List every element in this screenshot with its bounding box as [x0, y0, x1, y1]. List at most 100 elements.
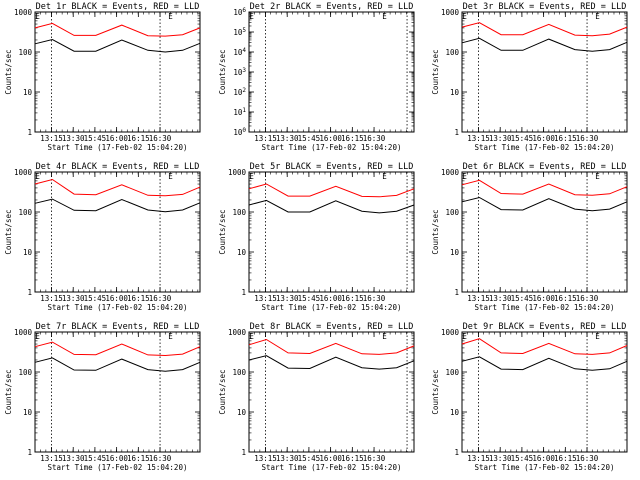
x-tick-label: 16:00 — [532, 294, 555, 303]
series-lld — [461, 179, 628, 196]
series-events — [461, 37, 628, 52]
e-flag: E — [462, 172, 467, 181]
e-flag: E — [382, 332, 387, 341]
x-tick-label: 15:45 — [84, 134, 107, 143]
e-flag: E — [462, 12, 467, 21]
x-tick-label: 16:15 — [127, 454, 150, 463]
y-tick-label: 1 — [27, 448, 32, 457]
y-tick-label: 1 — [27, 288, 32, 297]
y-tick-label: 1 — [454, 128, 459, 137]
y-axis-label: Counts/sec — [218, 369, 227, 414]
x-axis-label: Start Time (17-Feb-02 15:04:20) — [48, 143, 188, 152]
series-lld — [34, 341, 201, 357]
panel-det-6: Det 6r BLACK = Events, RED = LLD 1 10 100 10… — [431, 162, 628, 312]
e-flag: E — [249, 12, 254, 21]
x-tick-label: 13:30 — [62, 134, 85, 143]
plot-frame — [461, 11, 628, 133]
x-tick-label: 16:30 — [576, 454, 599, 463]
y-axis-label: Counts/sec — [4, 49, 13, 94]
series-events — [461, 356, 628, 371]
y-tick-label: 10 — [23, 248, 33, 257]
e-flag: E — [168, 12, 173, 21]
y-tick-label: 100 — [445, 48, 459, 57]
e-flag: E — [595, 332, 600, 341]
x-tick-label: 16:30 — [149, 134, 172, 143]
y-tick-label: 100 — [18, 208, 32, 217]
x-tick-label: 16:30 — [576, 134, 599, 143]
x-tick-label: 15:45 — [511, 134, 534, 143]
x-tick-label: 16:15 — [127, 294, 150, 303]
x-tick-label: 16:30 — [576, 294, 599, 303]
x-tick-label: 16:00 — [532, 134, 555, 143]
y-tick-label: 100 — [232, 368, 246, 377]
x-axis-label: Start Time (17-Feb-02 15:04:20) — [475, 303, 615, 312]
panel-title: Det 7r BLACK = Events, RED = LLD — [36, 322, 200, 332]
series-lld — [34, 178, 201, 197]
y-axis-label: Counts/sec — [218, 209, 227, 254]
x-tick-label: 16:15 — [341, 454, 364, 463]
series-lld — [248, 338, 415, 355]
y-tick-label: 1000 — [14, 168, 33, 177]
y-tick-label: 1 — [454, 448, 459, 457]
x-tick-label: 16:15 — [554, 294, 577, 303]
x-tick-label: 16:00 — [532, 454, 555, 463]
x-tick-label: 16:00 — [319, 454, 342, 463]
plot-frame — [461, 171, 628, 293]
series-events — [248, 199, 415, 214]
y-tick-label: 1000 — [441, 8, 460, 17]
y-tick-label: 100 — [18, 48, 32, 57]
e-flag: E — [249, 172, 254, 181]
y-axis-label: Counts/sec — [4, 209, 13, 254]
y-axis-label: Counts/sec — [218, 49, 227, 94]
plot-frame — [34, 331, 201, 453]
e-flag: E — [382, 12, 387, 21]
e-flag: E — [382, 172, 387, 181]
x-tick-label: 15:45 — [298, 134, 321, 143]
x-tick-label: 13:30 — [489, 454, 512, 463]
y-tick-label: 10 — [23, 408, 33, 417]
plot-frame — [34, 11, 201, 133]
x-tick-label: 13:30 — [489, 294, 512, 303]
y-tick-label: 102 — [233, 87, 246, 97]
panel-title: Det 4r BLACK = Events, RED = LLD — [36, 162, 200, 172]
x-tick-label: 13:15 — [254, 134, 277, 143]
series-events — [248, 355, 415, 370]
e-flag: E — [35, 172, 40, 181]
series-events — [34, 198, 201, 213]
series-lld — [461, 22, 628, 37]
x-tick-label: 16:30 — [149, 294, 172, 303]
x-tick-label: 13:15 — [254, 454, 277, 463]
y-tick-label: 1 — [241, 448, 246, 457]
x-axis-label: Start Time (17-Feb-02 15:04:20) — [475, 463, 615, 472]
panel-det-8: Det 8r BLACK = Events, RED = LLD 1 10 100 10… — [218, 322, 415, 472]
panel-det-2: Det 2r BLACK = Events, RED = LLD 100 101 10… — [218, 2, 415, 152]
y-tick-label: 1 — [454, 288, 459, 297]
panel-title: Det 2r BLACK = Events, RED = LLD — [250, 2, 414, 12]
y-tick-label: 103 — [233, 67, 246, 77]
series-events — [34, 357, 201, 372]
y-tick-label: 10 — [23, 88, 33, 97]
y-axis-label: Counts/sec — [431, 49, 440, 94]
x-tick-label: 13:30 — [489, 134, 512, 143]
x-tick-label: 13:30 — [276, 134, 299, 143]
x-tick-label: 13:15 — [254, 294, 277, 303]
panel-det-5: Det 5r BLACK = Events, RED = LLD 1 10 100 10… — [218, 162, 415, 312]
y-tick-label: 1 — [27, 128, 32, 137]
e-flag: E — [168, 172, 173, 181]
panel-det-7: Det 7r BLACK = Events, RED = LLD 1 10 100 10… — [4, 322, 201, 472]
panel-title: Det 1r BLACK = Events, RED = LLD — [36, 2, 200, 12]
y-tick-label: 1000 — [228, 328, 247, 337]
x-tick-label: 13:30 — [62, 294, 85, 303]
x-tick-label: 15:45 — [84, 454, 107, 463]
e-flag: E — [249, 332, 254, 341]
y-tick-label: 10 — [237, 408, 247, 417]
y-tick-label: 1 — [241, 288, 246, 297]
x-axis-label: Start Time (17-Feb-02 15:04:20) — [262, 143, 402, 152]
panel-title: Det 9r BLACK = Events, RED = LLD — [463, 322, 627, 332]
e-flag: E — [35, 332, 40, 341]
e-flag: E — [462, 332, 467, 341]
x-tick-label: 16:00 — [105, 294, 128, 303]
y-tick-label: 1000 — [228, 168, 247, 177]
y-tick-label: 10 — [450, 248, 460, 257]
